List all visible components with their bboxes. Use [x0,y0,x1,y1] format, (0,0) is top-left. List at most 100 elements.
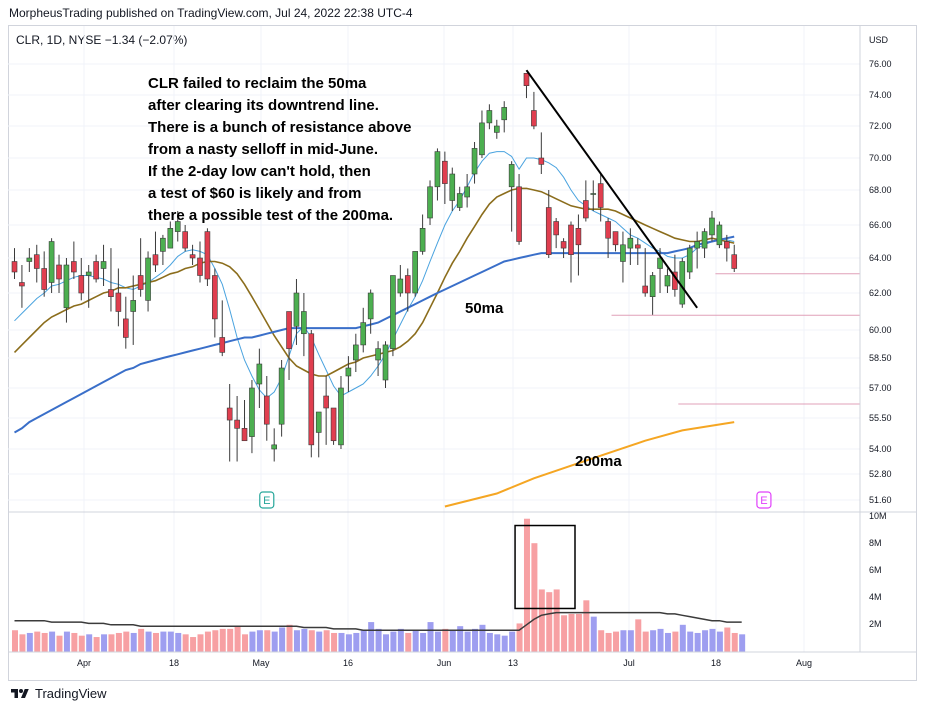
earnings-marker-label: E [760,495,767,507]
volume-bar [575,613,582,652]
volume-bar [353,632,360,652]
candle-body [731,254,738,269]
time-tick-label: 16 [343,658,353,668]
ma10-line [14,151,735,399]
volume-bar [486,632,493,652]
candle-body [508,164,515,188]
price-tick-label: 76.00 [869,59,892,69]
volume-bar [716,631,723,652]
price-tick-label: 57.00 [869,383,892,393]
volume-bar [338,632,345,652]
volume-bar [78,635,85,652]
candle-body [523,73,530,87]
candle-body [471,148,478,175]
price-tick-label: 55.50 [869,413,892,423]
volume-bar [219,628,226,652]
candle-body [493,125,500,133]
volume-bar [546,592,553,652]
time-tick-label: 13 [508,658,518,668]
candle-body [412,251,418,294]
volume-bar [449,630,456,652]
candle-body [716,224,723,246]
volume-bar [383,634,389,652]
published-header: MorpheusTrading published on TradingView… [9,6,413,20]
time-tick-label: 18 [169,658,179,668]
volume-bar [538,589,545,652]
volume-bar [523,518,530,652]
annotation-line: There is a bunch of resistance above [148,119,411,136]
candle-body [397,278,404,294]
volume-bar [516,623,523,652]
time-tick-label: 18 [711,658,721,668]
volume-bar [108,634,115,652]
annotation-line: there a possible test of the 200ma. [148,207,393,224]
volume-bar [412,630,419,652]
symbol-change: −1.34 (−2.07%) [104,33,188,47]
candle-body [234,419,240,429]
volume-bar [138,628,145,652]
candle-body [664,275,671,287]
footer[interactable]: TradingView [10,686,107,701]
volume-bar [390,631,397,652]
volume-bar [709,628,716,652]
volume-bar [331,632,338,652]
volume-bar [553,589,560,652]
candle-body [367,292,374,320]
price-tick-label: 66.00 [869,220,892,230]
candle-body [323,395,329,409]
volume-bar [167,631,174,652]
candle-body [271,444,278,450]
volume-bar [457,626,464,652]
candle-body [427,186,433,219]
candle-body [315,411,322,433]
candle-body [78,275,85,294]
volume-bar [635,619,642,652]
volume-bar [679,624,686,652]
symbol-legend[interactable]: CLR, 1D, NYSE −1.34 (−2.07%) [16,33,187,47]
candle-body [182,231,188,249]
annotation-line: from a nasty selloff in mid-June. [148,141,378,158]
volume-ma-line [14,611,742,631]
downtrend-line [525,69,698,309]
candle-body [137,275,144,290]
candle-body [100,261,107,269]
candle-body [560,241,567,249]
candle-body [419,228,426,252]
candle-body [130,300,137,312]
volume-bar [590,616,597,652]
volume-bar [123,631,130,652]
volume-tick-label: 2M [869,619,882,629]
candle-body [516,186,522,242]
volume-bar [672,631,679,652]
volume-bar [293,630,300,652]
volume-bar [279,627,286,652]
volume-bar [464,631,471,652]
volume-bar [501,635,508,652]
candle-body [649,275,656,298]
volume-bar [605,632,612,652]
volume-bar [26,632,33,652]
tradingview-logo-icon [11,688,29,698]
volume-bar [583,600,590,652]
volume-bar [63,631,70,652]
candle-body [360,322,367,346]
volume-bar [204,631,211,652]
candle-body [404,275,411,294]
volume-bar [227,628,234,652]
volume-bar [264,630,271,652]
volume-bar [368,622,375,652]
volume-bar [405,632,412,652]
time-tick-label: Jun [437,658,452,668]
candle-body [627,237,634,249]
candle-body [93,261,99,280]
ma20-line [13,187,735,377]
candle-body [353,344,359,361]
candle-body [212,275,218,320]
price-tick-label: 64.00 [869,253,892,263]
volume-bar [345,634,352,652]
currency-label: USD [869,35,889,45]
candle-body [694,241,700,249]
time-tick-label: Apr [77,658,91,668]
volume-bar [360,630,367,652]
